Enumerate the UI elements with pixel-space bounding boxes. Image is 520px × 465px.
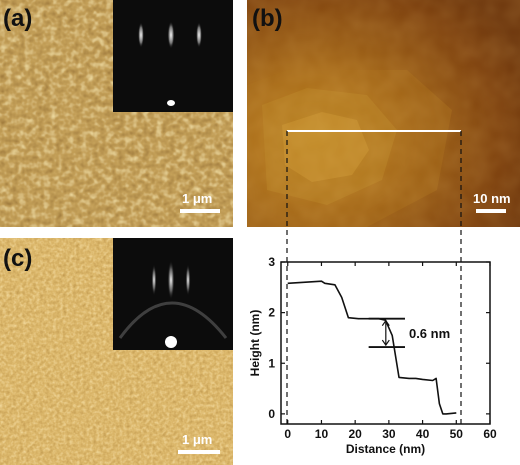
y-tick-label: 1 (268, 356, 275, 370)
annotation-label: 0.6 nm (409, 326, 450, 341)
rheed-streak (196, 22, 202, 48)
scale-bar-c (178, 450, 220, 454)
panel-c: (c) 1 μm (0, 238, 233, 465)
panel-b: (b) 10 nm (247, 0, 520, 227)
rheed-inset-c (113, 238, 233, 350)
x-tick-label: 0 (284, 427, 291, 441)
y-tick-label: 0 (268, 407, 275, 421)
afm-image-c: (c) 1 μm (0, 238, 233, 465)
annotation-arrow-head-up (381, 319, 390, 327)
y-axis-label: Height (nm) (248, 310, 262, 377)
panel-a: (a) 1 μm (0, 0, 233, 227)
rheed-streak (151, 264, 157, 296)
x-tick-label: 50 (450, 427, 464, 441)
rheed-streak (167, 260, 175, 300)
y-tick-label: 2 (268, 306, 275, 320)
afm-image-a: (a) 1 μm (0, 0, 233, 227)
scale-bar-label-a: 1 μm (182, 191, 212, 206)
annotation-arrow-head-down (381, 339, 390, 347)
panel-label-b: (b) (252, 5, 283, 32)
rheed-streak (138, 22, 144, 48)
afm-image-b: (b) 10 nm (247, 0, 520, 227)
plot-frame (280, 261, 491, 425)
rheed-spot (165, 336, 177, 348)
y-tick-label: 3 (268, 255, 275, 269)
rheed-streak (167, 21, 175, 49)
scale-bar-label-c: 1 μm (182, 432, 212, 447)
scale-bar-a (180, 209, 220, 213)
panel-label-c: (c) (3, 245, 32, 272)
scale-bar-label-b: 10 nm (473, 191, 511, 206)
profile-series-line (287, 280, 457, 415)
scale-bar-b (476, 209, 506, 213)
rheed-inset-a (113, 0, 233, 112)
x-tick-label: 20 (348, 427, 362, 441)
panel-label-a: (a) (3, 5, 32, 32)
x-tick-label: 40 (416, 427, 430, 441)
rheed-arc (118, 301, 228, 339)
afm-noise-b (247, 0, 520, 227)
x-tick-label: 60 (483, 427, 497, 441)
height-profile-svg: 0 10 20 30 40 50 60 0 1 2 3 0.6 nm Height (nm) Dis… (248, 255, 497, 456)
x-axis-label: Distance (nm) (346, 442, 425, 456)
x-tick-label: 10 (315, 427, 329, 441)
rheed-spot (167, 100, 175, 106)
x-tick-label: 30 (382, 427, 396, 441)
rheed-streak (185, 264, 191, 296)
height-profile-chart: 0 10 20 30 40 50 60 0 1 2 3 0.6 nm Height (nm) Dis… (247, 238, 520, 465)
